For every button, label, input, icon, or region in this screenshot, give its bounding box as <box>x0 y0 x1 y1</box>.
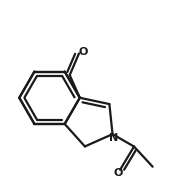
Text: O: O <box>79 47 88 57</box>
Text: N: N <box>109 133 119 143</box>
Text: O: O <box>114 168 123 178</box>
